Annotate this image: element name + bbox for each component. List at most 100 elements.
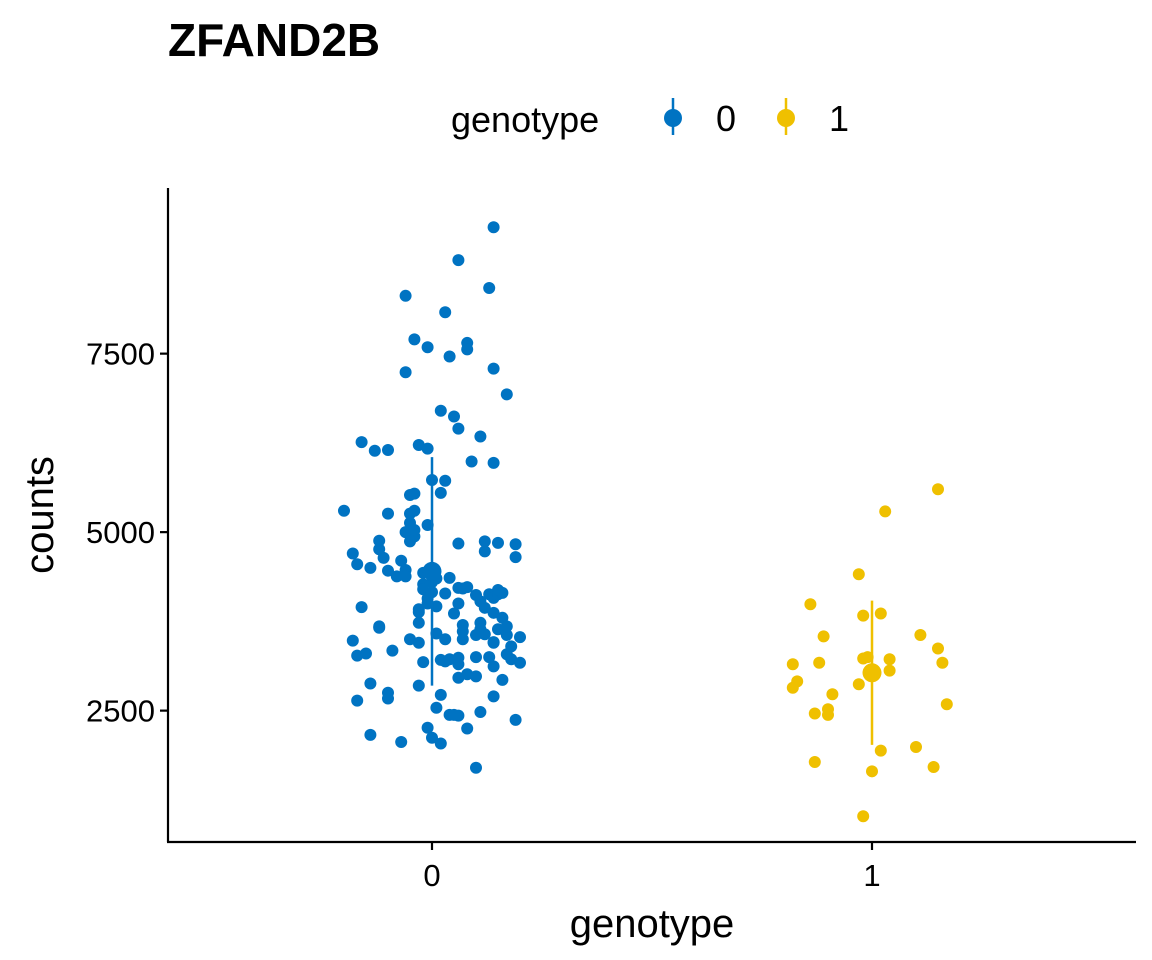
plot-marks xyxy=(338,221,953,823)
x-axis-title: genotype xyxy=(570,902,735,946)
data-point xyxy=(408,487,421,500)
data-point xyxy=(514,656,526,669)
data-point xyxy=(791,675,804,688)
data-point xyxy=(430,627,443,640)
data-point xyxy=(826,688,839,701)
data-point xyxy=(857,810,870,823)
data-point xyxy=(487,690,500,703)
data-point xyxy=(430,701,443,714)
data-point xyxy=(412,636,425,649)
data-point xyxy=(346,634,359,647)
legend-title: genotype xyxy=(451,99,599,140)
data-point xyxy=(351,558,364,571)
chart-title: ZFAND2B xyxy=(168,14,380,66)
legend-label: 1 xyxy=(829,98,849,139)
data-point xyxy=(817,630,830,643)
data-point xyxy=(382,444,394,457)
data-point xyxy=(474,706,487,719)
data-point xyxy=(932,483,944,496)
data-point xyxy=(439,633,452,646)
data-point xyxy=(509,713,522,726)
data-point xyxy=(448,607,460,620)
data-point xyxy=(474,430,487,443)
data-point xyxy=(395,554,408,567)
data-point xyxy=(412,616,425,629)
x-tick-label: 1 xyxy=(863,858,880,893)
data-point xyxy=(434,688,447,701)
data-point xyxy=(399,366,412,379)
data-point xyxy=(452,597,465,610)
data-point xyxy=(390,570,403,583)
data-point xyxy=(351,694,364,707)
data-point xyxy=(936,656,949,669)
data-point xyxy=(487,362,500,375)
data-point xyxy=(478,628,491,641)
data-point xyxy=(509,538,522,551)
data-point xyxy=(373,534,386,547)
data-point xyxy=(487,606,500,619)
data-point xyxy=(822,703,834,716)
legend-key-point xyxy=(664,109,682,127)
mean-point xyxy=(422,561,442,581)
data-point xyxy=(360,647,372,660)
data-point xyxy=(932,642,944,655)
data-point xyxy=(813,656,826,669)
data-point xyxy=(487,636,500,649)
data-point xyxy=(509,551,522,564)
data-point xyxy=(857,609,870,622)
data-point xyxy=(483,281,496,294)
data-point xyxy=(500,388,513,401)
data-point xyxy=(364,728,377,741)
data-point xyxy=(879,505,892,518)
data-point xyxy=(417,656,430,669)
data-point xyxy=(373,621,386,634)
data-point xyxy=(852,568,865,581)
data-point xyxy=(874,607,887,620)
data-point xyxy=(434,404,447,417)
data-point xyxy=(399,570,412,583)
data-point xyxy=(487,660,500,673)
data-point xyxy=(443,653,456,666)
data-point xyxy=(500,628,513,641)
data-point xyxy=(452,254,465,267)
data-point xyxy=(470,651,482,664)
data-point xyxy=(478,545,491,558)
data-point xyxy=(866,765,878,778)
data-point xyxy=(355,601,368,614)
data-point xyxy=(470,761,482,774)
data-point xyxy=(421,341,434,354)
y-tick-label: 7500 xyxy=(86,337,155,372)
data-point xyxy=(940,698,953,711)
x-tick-label: 0 xyxy=(423,858,440,893)
data-point xyxy=(883,664,896,677)
data-point xyxy=(434,737,447,750)
data-point xyxy=(500,620,513,633)
data-point xyxy=(439,474,452,487)
data-point xyxy=(861,651,874,664)
data-point xyxy=(786,658,799,671)
y-tick-label: 2500 xyxy=(86,694,155,729)
data-point xyxy=(355,436,368,449)
data-point xyxy=(804,598,817,611)
data-point xyxy=(452,658,465,671)
data-point xyxy=(386,644,399,657)
y-tick-label: 5000 xyxy=(86,515,155,550)
data-point xyxy=(408,523,421,536)
data-point xyxy=(478,535,491,548)
data-point xyxy=(439,587,452,600)
data-point xyxy=(470,670,482,683)
data-point xyxy=(883,653,896,666)
data-point xyxy=(364,677,377,690)
data-point xyxy=(914,628,927,641)
data-point xyxy=(483,651,496,664)
data-point xyxy=(874,744,887,757)
data-point xyxy=(421,518,434,531)
data-point xyxy=(505,640,518,653)
data-point xyxy=(382,564,394,577)
data-point xyxy=(487,221,500,234)
data-point xyxy=(346,547,359,560)
data-point xyxy=(496,586,509,599)
data-point xyxy=(496,673,509,686)
